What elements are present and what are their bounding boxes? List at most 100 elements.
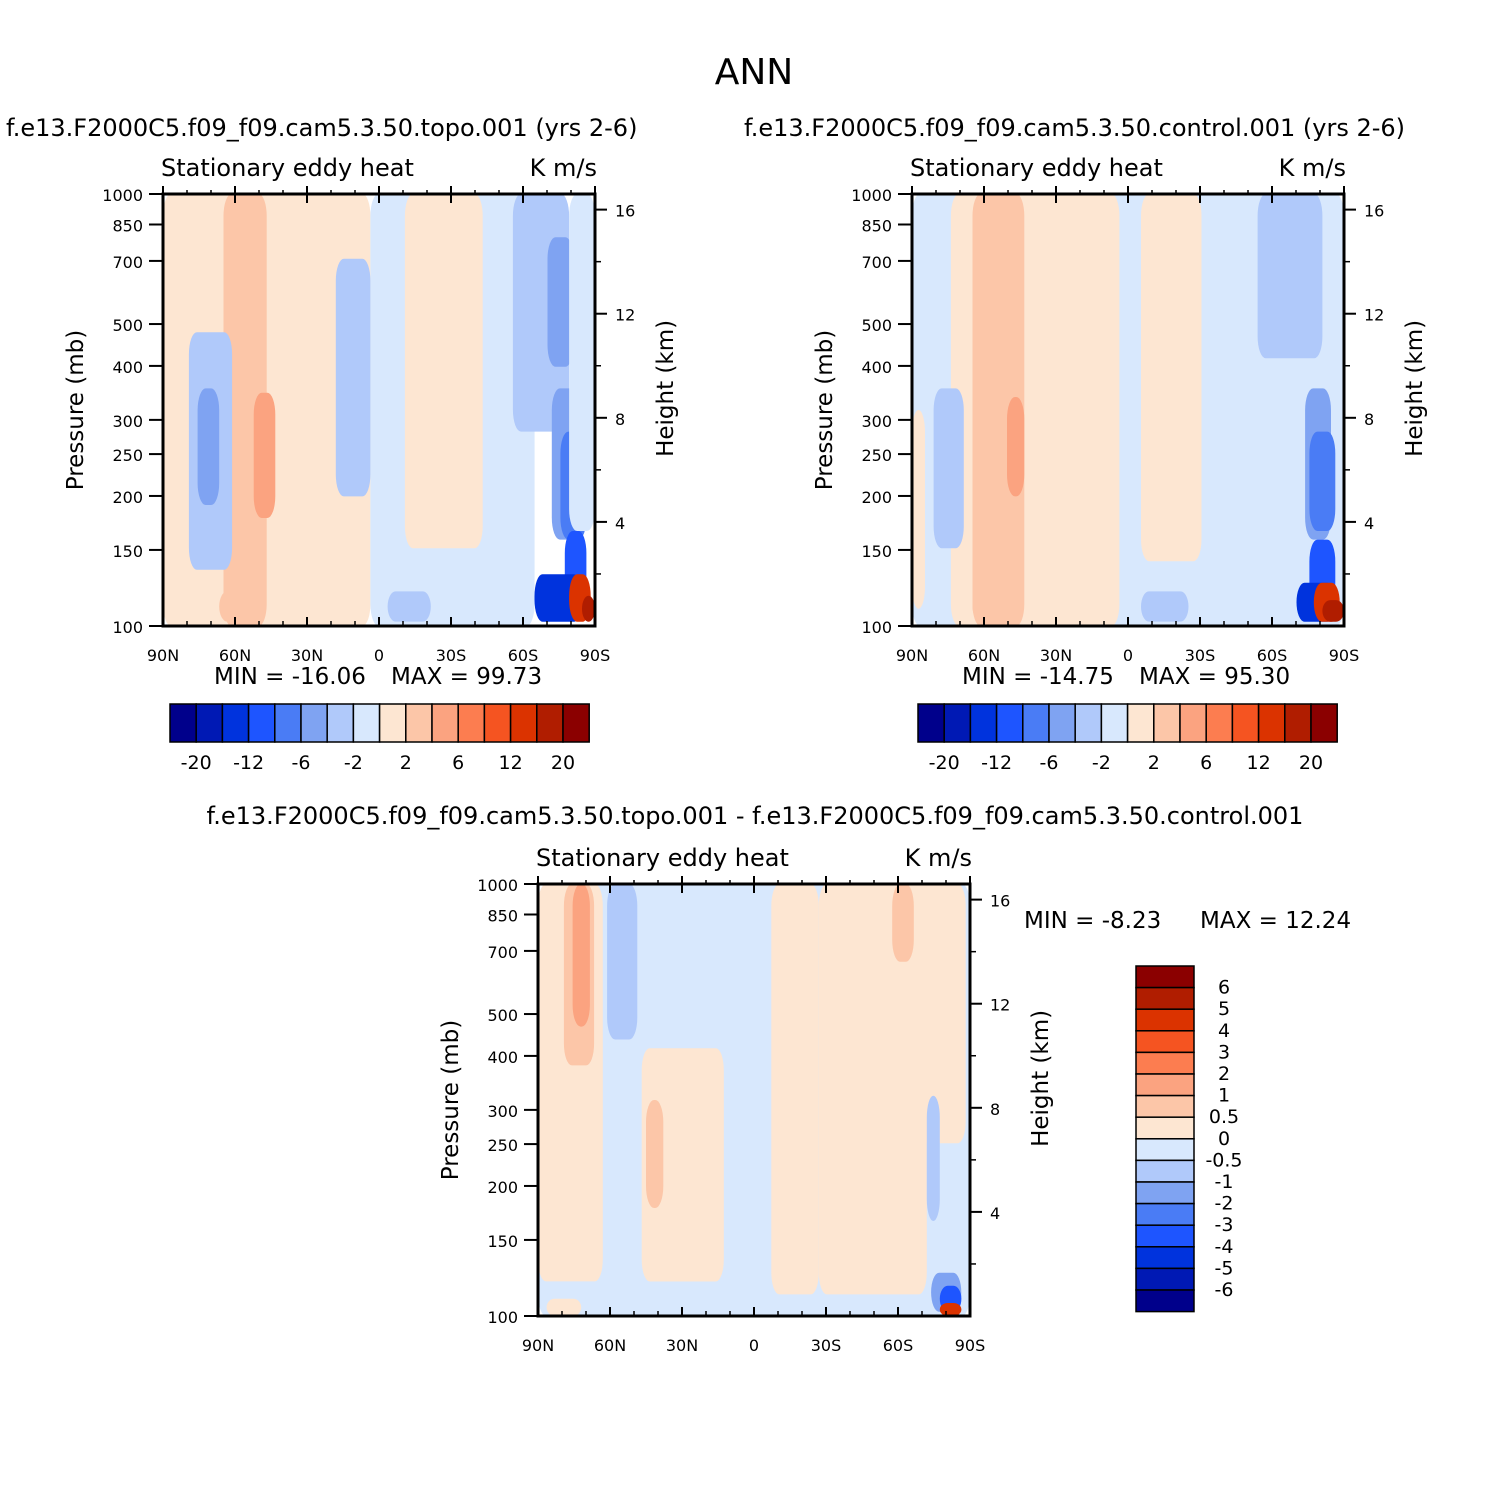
colorbar-box [1205,703,1234,743]
x-tick-label: 90N [147,646,179,665]
colorbar-box [1135,1289,1195,1313]
colorbar-box [1284,703,1312,743]
colorbar-box [1135,1008,1195,1032]
contour-region [223,194,267,626]
contour-region [607,884,638,1040]
height-tick-label: 8 [990,1100,1000,1119]
colorbar-label: 12 [499,752,523,774]
plot-area [910,192,1346,628]
colorbar-label: 2 [1218,1063,1230,1085]
min-label: MIN = -16.06 [214,664,366,690]
variable-label: Stationary eddy heat [910,154,1163,182]
y-tick-label: 400 [112,358,143,377]
colorbar-label: 1 [1218,1085,1230,1107]
colorbar-box [1135,1181,1195,1205]
height-axis-title: Height (km) [1402,320,1428,457]
x-tick-label: 30S [1185,646,1216,665]
colorbar-box [457,703,486,743]
x-tick-label: 60S [883,1336,914,1355]
colorbar-label: 6 [452,752,464,774]
units-label: K m/s [1279,154,1346,182]
y-tick-label: 700 [112,253,143,272]
y-tick-label: 500 [487,1006,518,1025]
height-axis-title: Height (km) [1028,1010,1054,1147]
colorbar-label: -5 [1215,1257,1234,1279]
contour-region [546,1298,582,1316]
panel-title: f.e13.F2000C5.f09_f09.cam5.3.50.topo.001… [207,802,1304,830]
panel-diff: f.e13.F2000C5.f09_f09.cam5.3.50.topo.001… [207,802,1352,1355]
height-axis-title: Height (km) [653,320,679,457]
colorbar-box [1231,703,1260,743]
colorbar-box [509,703,538,743]
height-tick-label: 8 [615,410,625,429]
y-tick-label: 850 [861,216,892,235]
plot-area [536,882,972,1318]
y-tick-label: 150 [861,542,892,561]
contour-region [641,1048,724,1282]
y-tick-label: 150 [112,542,143,561]
x-tick-label: 30S [436,646,467,665]
min-label: MIN = -14.75 [962,664,1114,690]
colorbar-label: 12 [1247,752,1271,774]
colorbar-box [969,703,998,743]
x-tick-label: 30N [1040,646,1072,665]
colorbar-box [1310,703,1338,743]
colorbar-box [1135,1159,1195,1183]
x-tick-label: 60N [219,646,251,665]
x-tick-label: 30N [291,646,323,665]
colorbar-label: -6 [292,752,311,774]
y-tick-label: 300 [487,1102,518,1121]
colorbar-box [274,703,302,743]
y-tick-label: 1000 [851,186,892,205]
colorbar-label: 20 [551,752,575,774]
panel-title: f.e13.F2000C5.f09_f09.cam5.3.50.topo.001… [6,114,637,142]
colorbar-box [1135,965,1195,989]
colorbar-label: -2 [1215,1193,1234,1215]
colorbar-label: 3 [1218,1041,1230,1063]
colorbar-label: -6 [1215,1279,1234,1301]
contour-region [1007,397,1025,497]
colorbar-label: -0.5 [1205,1149,1242,1171]
y-tick-label: 100 [861,618,892,637]
y-tick-label: 400 [487,1048,518,1067]
max-label: MAX = 99.73 [391,664,542,690]
colorbar-label: 6 [1200,752,1212,774]
colorbar-label: -12 [233,752,264,774]
x-tick-label: 60S [1257,646,1288,665]
contour-region [646,1100,664,1208]
colorbar-box [431,703,459,743]
colorbar: -20 -12 -6 -2 2 6 12 20 [917,703,1338,774]
y-tick-label: 500 [112,316,143,335]
contour-region [1045,237,1090,583]
colorbar-box [1135,1116,1195,1140]
contour-region [1257,194,1323,359]
y-tick-label: 300 [112,412,143,431]
panel-topo: f.e13.F2000C5.f09_f09.cam5.3.50.topo.001… [6,114,679,774]
panel-title: f.e13.F2000C5.f09_f09.cam5.3.50.control.… [744,114,1405,142]
panel-control: f.e13.F2000C5.f09_f09.cam5.3.50.control.… [744,114,1428,774]
colorbar-box [943,703,972,743]
colorbar-box [1135,1267,1195,1291]
y-axis-title: Pressure (mb) [63,330,89,490]
x-tick-label: 30N [666,1336,698,1355]
colorbar-box [247,703,276,743]
colorbar-box [917,703,945,743]
colorbar-label: -20 [181,752,212,774]
max-label: MAX = 12.24 [1200,908,1351,934]
contour-region [818,884,927,1295]
contour-region [219,591,241,622]
x-tick-label: 30S [811,1336,842,1355]
variable-label: Stationary eddy heat [536,844,789,872]
contour-region [933,388,964,549]
colorbar-box [1135,1094,1195,1118]
height-tick-label: 12 [615,306,635,325]
contour-region [582,595,595,622]
y-tick-label: 500 [861,316,892,335]
y-tick-label: 1000 [102,186,143,205]
colorbar-label: -1 [1215,1171,1234,1193]
colorbar-box [1100,703,1129,743]
contour-region [387,591,431,622]
colorbar-box [1153,703,1181,743]
